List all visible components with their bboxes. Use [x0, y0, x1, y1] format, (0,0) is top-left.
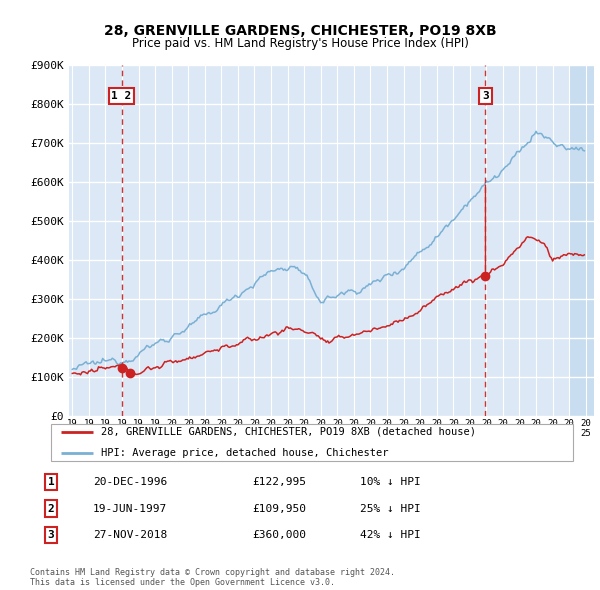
Text: 27-NOV-2018: 27-NOV-2018	[93, 530, 167, 540]
Text: 1 2: 1 2	[112, 91, 131, 101]
Text: 28, GRENVILLE GARDENS, CHICHESTER, PO19 8XB: 28, GRENVILLE GARDENS, CHICHESTER, PO19 …	[104, 24, 496, 38]
Text: 1: 1	[47, 477, 55, 487]
Text: £109,950: £109,950	[252, 504, 306, 513]
Text: 42% ↓ HPI: 42% ↓ HPI	[360, 530, 421, 540]
Text: 3: 3	[482, 91, 489, 101]
Text: Contains HM Land Registry data © Crown copyright and database right 2024.
This d: Contains HM Land Registry data © Crown c…	[30, 568, 395, 587]
Text: 25% ↓ HPI: 25% ↓ HPI	[360, 504, 421, 513]
Text: 3: 3	[47, 530, 55, 540]
Text: Price paid vs. HM Land Registry's House Price Index (HPI): Price paid vs. HM Land Registry's House …	[131, 37, 469, 50]
Text: £122,995: £122,995	[252, 477, 306, 487]
Text: 19-JUN-1997: 19-JUN-1997	[93, 504, 167, 513]
Text: HPI: Average price, detached house, Chichester: HPI: Average price, detached house, Chic…	[101, 448, 388, 458]
Text: 10% ↓ HPI: 10% ↓ HPI	[360, 477, 421, 487]
Text: £360,000: £360,000	[252, 530, 306, 540]
Bar	[569, 65, 594, 416]
Text: 28, GRENVILLE GARDENS, CHICHESTER, PO19 8XB (detached house): 28, GRENVILLE GARDENS, CHICHESTER, PO19 …	[101, 427, 476, 437]
FancyBboxPatch shape	[50, 424, 574, 461]
Text: 2: 2	[47, 504, 55, 513]
Text: 20-DEC-1996: 20-DEC-1996	[93, 477, 167, 487]
